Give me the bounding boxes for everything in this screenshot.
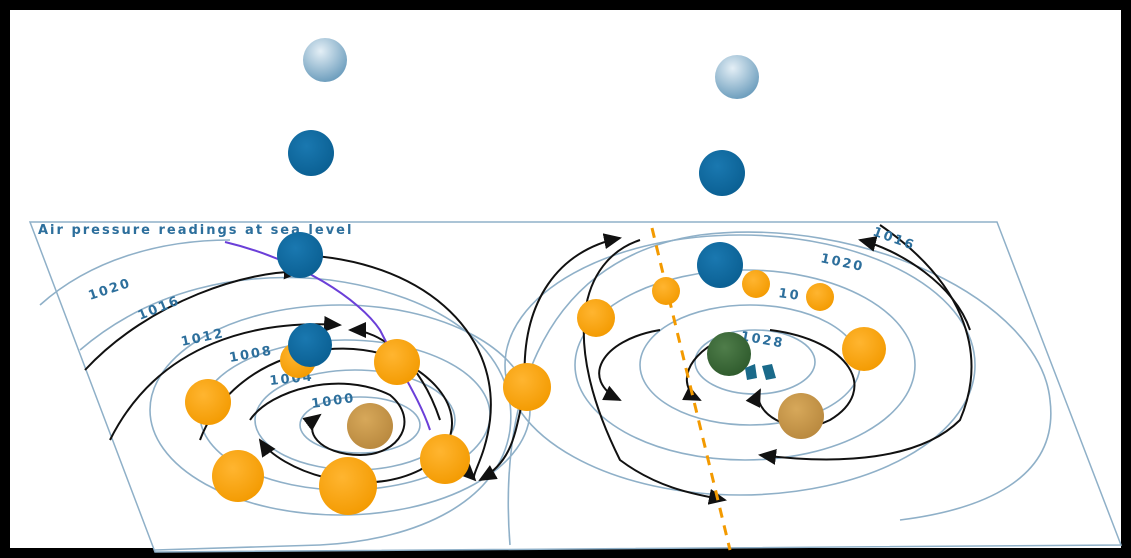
map-title: Air pressure readings at sea level <box>38 223 353 238</box>
isobar-label: 1000 <box>310 391 356 412</box>
balls <box>185 38 886 515</box>
isobar-label: 10 <box>777 286 801 304</box>
